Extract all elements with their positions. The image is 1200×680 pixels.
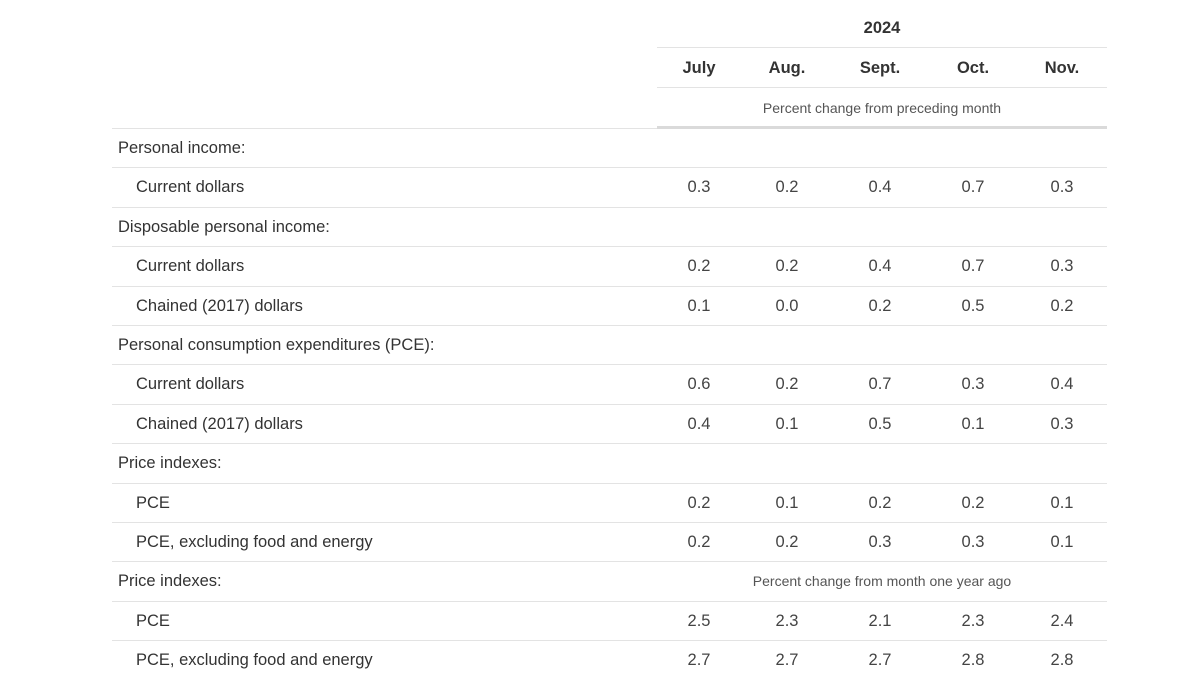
cell-sept: 0.4	[868, 257, 892, 276]
section-row: Personal income:	[112, 129, 1107, 169]
table-row: PCE 0.2 0.1 0.2 0.2 0.1	[112, 484, 1107, 523]
cell-july: 0.2	[687, 257, 711, 276]
cell-july: 0.1	[687, 296, 711, 315]
year-header: 2024	[863, 19, 901, 37]
cell-nov: 0.3	[1050, 414, 1074, 433]
cell-july: 0.2	[687, 493, 711, 512]
section-row: Price indexes:	[112, 444, 1107, 484]
row-label: Chained (2017) dollars	[136, 414, 303, 433]
year-divider	[657, 47, 1107, 48]
cell-oct: 0.7	[961, 178, 985, 197]
cell-nov: 2.8	[1050, 651, 1074, 670]
cell-sept: 2.1	[868, 611, 892, 630]
table-row: PCE, excluding food and energy 0.2 0.2 0…	[112, 523, 1107, 563]
cell-sept: 0.5	[868, 414, 892, 433]
cell-july: 2.5	[687, 611, 711, 630]
cell-aug: 0.2	[775, 375, 799, 394]
row-label: PCE	[136, 611, 170, 630]
cell-aug: 2.7	[775, 651, 799, 670]
table-row: Current dollars 0.3 0.2 0.4 0.7 0.3	[112, 168, 1107, 208]
data-table: 2024 July Aug. Sept. Oct. Nov. Percent c…	[112, 8, 1107, 680]
section-label: Price indexes:	[118, 454, 222, 473]
cell-july: 0.6	[687, 375, 711, 394]
section-label: Personal consumption expenditures (PCE):	[118, 335, 435, 354]
cell-aug: 0.2	[775, 532, 799, 551]
cell-oct: 0.2	[961, 493, 985, 512]
cell-nov: 0.3	[1050, 178, 1074, 197]
section-label: Price indexes:	[118, 572, 222, 591]
header-bottom-rule	[657, 126, 1107, 129]
section-row: Price indexes: Percent change from month…	[112, 562, 1107, 602]
section-label: Personal income:	[118, 139, 246, 157]
cell-oct: 0.3	[961, 532, 985, 551]
cell-aug: 0.1	[775, 493, 799, 512]
cell-oct: 0.1	[961, 414, 985, 433]
row-label: Current dollars	[136, 375, 245, 394]
table-row: Current dollars 0.6 0.2 0.7 0.3 0.4	[112, 365, 1107, 405]
monthly-change-note: Percent change from preceding month	[762, 100, 1002, 116]
month-header-nov: Nov.	[1044, 59, 1080, 77]
cell-sept: 0.7	[868, 375, 892, 394]
yoy-change-note: Percent change from month one year ago	[752, 573, 1012, 590]
row-label: Current dollars	[136, 178, 245, 197]
cell-july: 0.2	[687, 532, 711, 551]
section-label: Disposable personal income:	[118, 217, 330, 236]
month-header-row: July Aug. Sept. Oct. Nov.	[112, 48, 1107, 88]
month-header-aug: Aug.	[768, 59, 806, 77]
table-row: PCE 2.5 2.3 2.1 2.3 2.4	[112, 602, 1107, 642]
note-row: Percent change from preceding month	[112, 88, 1107, 129]
month-header-sept: Sept.	[859, 59, 901, 77]
cell-oct: 0.3	[961, 375, 985, 394]
table-row: PCE, excluding food and energy 2.7 2.7 2…	[112, 641, 1107, 680]
row-label: PCE, excluding food and energy	[136, 651, 373, 670]
table-row: Chained (2017) dollars 0.4 0.1 0.5 0.1 0…	[112, 405, 1107, 445]
cell-sept: 0.4	[868, 178, 892, 197]
cell-aug: 2.3	[775, 611, 799, 630]
row-label: PCE	[136, 493, 170, 512]
cell-july: 2.7	[687, 651, 711, 670]
table-row: Chained (2017) dollars 0.1 0.0 0.2 0.5 0…	[112, 287, 1107, 326]
cell-aug: 0.2	[775, 257, 799, 276]
cell-oct: 0.7	[961, 257, 985, 276]
cell-nov: 0.2	[1050, 296, 1074, 315]
cell-oct: 0.5	[961, 296, 985, 315]
row-label: Current dollars	[136, 257, 245, 276]
year-header-row: 2024	[112, 8, 1107, 48]
cell-july: 0.3	[687, 178, 711, 197]
section-row: Disposable personal income:	[112, 208, 1107, 248]
row-label: Chained (2017) dollars	[136, 296, 303, 315]
section-row: Personal consumption expenditures (PCE):	[112, 326, 1107, 366]
cell-oct: 2.3	[961, 611, 985, 630]
month-divider	[657, 87, 1107, 88]
cell-july: 0.4	[687, 414, 711, 433]
cell-aug: 0.1	[775, 414, 799, 433]
cell-nov: 0.1	[1050, 493, 1074, 512]
cell-sept: 0.3	[868, 532, 892, 551]
cell-nov: 2.4	[1050, 611, 1074, 630]
cell-aug: 0.2	[775, 178, 799, 197]
cell-nov: 0.3	[1050, 257, 1074, 276]
cell-sept: 0.2	[868, 296, 892, 315]
cell-aug: 0.0	[775, 296, 799, 315]
cell-nov: 0.1	[1050, 532, 1074, 551]
cell-sept: 0.2	[868, 493, 892, 512]
cell-sept: 2.7	[868, 651, 892, 670]
cell-oct: 2.8	[961, 651, 985, 670]
month-header-oct: Oct.	[956, 59, 990, 77]
row-label: PCE, excluding food and energy	[136, 532, 373, 551]
cell-nov: 0.4	[1050, 375, 1074, 394]
month-header-july: July	[682, 59, 716, 77]
table-row: Current dollars 0.2 0.2 0.4 0.7 0.3	[112, 247, 1107, 287]
